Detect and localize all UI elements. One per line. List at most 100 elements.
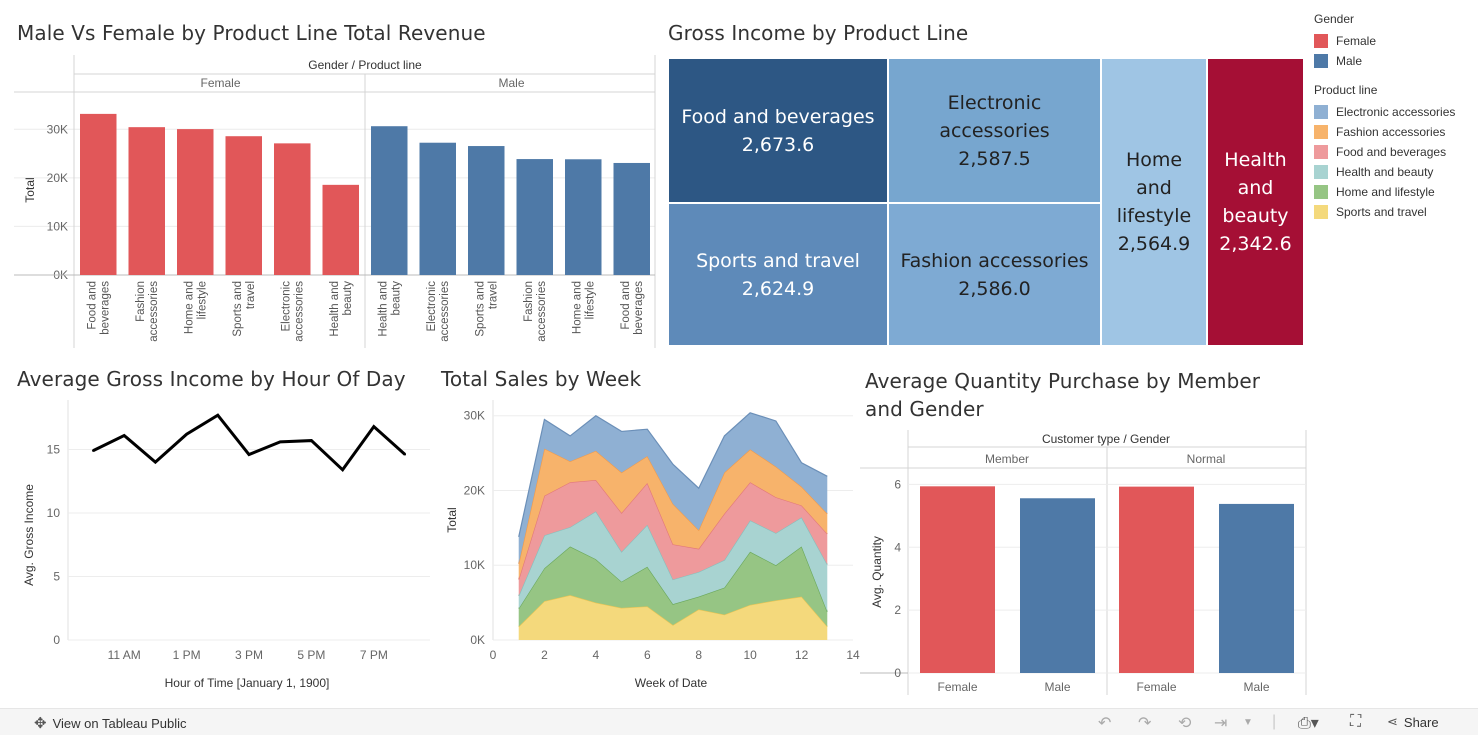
legend-label: Sports and travel bbox=[1336, 205, 1427, 219]
x-tick-label: 4 bbox=[593, 648, 600, 662]
x-tick-label-line: beverages bbox=[633, 281, 645, 335]
label-line: Home bbox=[1125, 149, 1183, 171]
treemap-chart[interactable]: Food and beverages 2,673.6 Sports and trav… bbox=[669, 59, 1303, 345]
area-series bbox=[518, 480, 828, 596]
x-axis-label: Hour of Time [January 1, 1900] bbox=[165, 676, 330, 690]
treemap-cell[interactable]: Health and beauty 2,342.6 bbox=[1208, 59, 1303, 345]
x-tick-label-line: beauty bbox=[342, 281, 354, 316]
bar bbox=[1020, 498, 1095, 673]
download-icon[interactable]: ⎙▾ bbox=[1298, 715, 1319, 732]
bar bbox=[565, 159, 602, 275]
legend-item[interactable]: Female bbox=[1314, 31, 1474, 51]
treemap-title: Gross Income by Product Line bbox=[668, 21, 969, 45]
legend-label: Fashion accessories bbox=[1336, 125, 1446, 139]
bar bbox=[419, 142, 456, 275]
x-tick-label: 12 bbox=[795, 648, 809, 662]
x-tick-label-line: accessories bbox=[293, 281, 305, 342]
fullscreen-icon[interactable]: ⛶ bbox=[1350, 713, 1362, 730]
x-tick-label: Health andbeauty bbox=[377, 281, 402, 337]
divider: | bbox=[1272, 713, 1277, 730]
revert-icon[interactable]: ⟲ bbox=[1178, 715, 1192, 732]
y-tick-label: 20K bbox=[47, 171, 68, 185]
x-tick-label: Home andlifestyle bbox=[183, 281, 208, 334]
bar bbox=[177, 129, 214, 275]
x-tick-label-line: accessories bbox=[148, 281, 160, 342]
bar-member-title: Average Quantity Purchase by Member and … bbox=[865, 369, 1261, 421]
treemap-cell-label: Home and lifestyle bbox=[1117, 146, 1192, 230]
label-line: Electronic bbox=[947, 91, 1042, 114]
treemap-cell-value: 2,342.6 bbox=[1219, 233, 1292, 255]
label-line: lifestyle bbox=[1116, 205, 1192, 227]
x-tick-label: Male bbox=[1243, 680, 1269, 694]
column-header: Customer type / Gender bbox=[1042, 432, 1170, 446]
legend-label: Home and lifestyle bbox=[1336, 185, 1435, 199]
treemap-cell-label: Sports and travel bbox=[696, 249, 860, 272]
legend-label: Male bbox=[1336, 54, 1363, 68]
x-tick-label: 6 bbox=[644, 648, 651, 662]
legend-item[interactable]: Electronic accessories bbox=[1314, 102, 1474, 122]
legend-item[interactable]: Home and lifestyle bbox=[1314, 182, 1474, 202]
treemap-cell[interactable]: Sports and travel 2,624.9 bbox=[669, 204, 887, 345]
bar bbox=[1119, 486, 1194, 673]
data-point bbox=[372, 425, 375, 428]
legend-swatch bbox=[1314, 165, 1328, 179]
legend-label: Electronic accessories bbox=[1336, 105, 1456, 119]
legend-item[interactable]: Fashion accessories bbox=[1314, 122, 1474, 142]
label-line: Health bbox=[1224, 149, 1287, 171]
x-tick-label-line: Sports and bbox=[474, 281, 486, 337]
y-tick-label: 2 bbox=[894, 603, 901, 617]
x-tick-label-line: travel bbox=[245, 281, 257, 309]
legend-item[interactable]: Food and beverages bbox=[1314, 142, 1474, 162]
gender-legend: Gender Female Male bbox=[1314, 12, 1474, 71]
y-axis-label: Total bbox=[23, 177, 37, 202]
x-tick-label-line: travel bbox=[487, 281, 499, 309]
x-tick-label: Sports andtravel bbox=[474, 281, 499, 337]
treemap-cell[interactable]: Food and beverages 2,673.6 bbox=[669, 59, 887, 202]
x-tick-label: 11 AM bbox=[108, 648, 141, 662]
area-series bbox=[518, 412, 828, 564]
legend-item[interactable]: Sports and travel bbox=[1314, 202, 1474, 222]
line-hour-chart[interactable]: 0 5 10 15 11 AM 1 PM 3 PM 5 PM 7 PM Hour of Time … bbox=[0, 395, 440, 700]
treemap-cell[interactable]: Electronic accessories 2,587.5 bbox=[889, 59, 1100, 202]
share-icon: ⋖ bbox=[1387, 714, 1398, 729]
refresh-icon[interactable]: ⇥ bbox=[1214, 715, 1228, 732]
bar bbox=[80, 113, 117, 275]
undo-icon[interactable]: ↶ bbox=[1098, 715, 1112, 732]
bar-gender-title: Male Vs Female by Product Line Total Rev… bbox=[17, 21, 486, 45]
treemap-cell-value: 2,624.9 bbox=[741, 277, 815, 300]
redo-icon[interactable]: ↷ bbox=[1138, 715, 1152, 732]
bar-member-chart[interactable]: Customer type / Gender 0 2 4 6 Avg. Quantity M… bbox=[860, 425, 1315, 700]
legend-label: Female bbox=[1336, 34, 1377, 48]
legend-item[interactable]: Male bbox=[1314, 51, 1474, 71]
treemap-cell[interactable]: Fashion accessories 2,586.0 bbox=[889, 204, 1100, 345]
x-tick-label: 1 PM bbox=[173, 648, 201, 662]
share-button[interactable]: ⋖ Share bbox=[1387, 714, 1439, 730]
x-tick-label-line: Home and bbox=[183, 281, 195, 334]
line-hour-title: Average Gross Income by Hour Of Day bbox=[17, 367, 406, 391]
legend-item[interactable]: Health and beauty bbox=[1314, 162, 1474, 182]
view-on-tableau-link[interactable]: ✥ View on Tableau Public bbox=[34, 714, 187, 732]
chevron-down-icon[interactable]: ▼ bbox=[1243, 717, 1253, 728]
treemap-cell[interactable]: Home and lifestyle 2,564.9 bbox=[1102, 59, 1206, 345]
legend-swatch bbox=[1314, 34, 1328, 48]
x-tick-label: Fashionaccessories bbox=[523, 281, 548, 342]
series-line bbox=[92, 413, 407, 473]
label-line: and bbox=[1136, 177, 1172, 199]
y-tick-label: 0 bbox=[53, 633, 60, 647]
data-point bbox=[279, 440, 282, 443]
x-tick-label: Food andbeverages bbox=[620, 281, 645, 335]
y-tick-label: 4 bbox=[894, 540, 901, 554]
legend-swatch bbox=[1314, 185, 1328, 199]
data-point bbox=[341, 468, 344, 471]
y-axis-label: Avg. Quantity bbox=[870, 536, 884, 608]
legend-swatch bbox=[1314, 105, 1328, 119]
bar bbox=[516, 159, 553, 275]
x-tick-label: 14 bbox=[846, 648, 860, 662]
x-tick-label-line: lifestyle bbox=[196, 281, 208, 319]
x-tick-label: Male bbox=[1044, 680, 1070, 694]
data-point bbox=[248, 453, 250, 456]
area-week-chart[interactable]: 0K 10K 20K 30K 0 2 4 6 8 10 12 14 Week of Date Total bbox=[430, 395, 860, 700]
x-tick-label-line: lifestyle bbox=[584, 281, 596, 319]
treemap-cell-label: Fashion accessories bbox=[900, 249, 1089, 272]
